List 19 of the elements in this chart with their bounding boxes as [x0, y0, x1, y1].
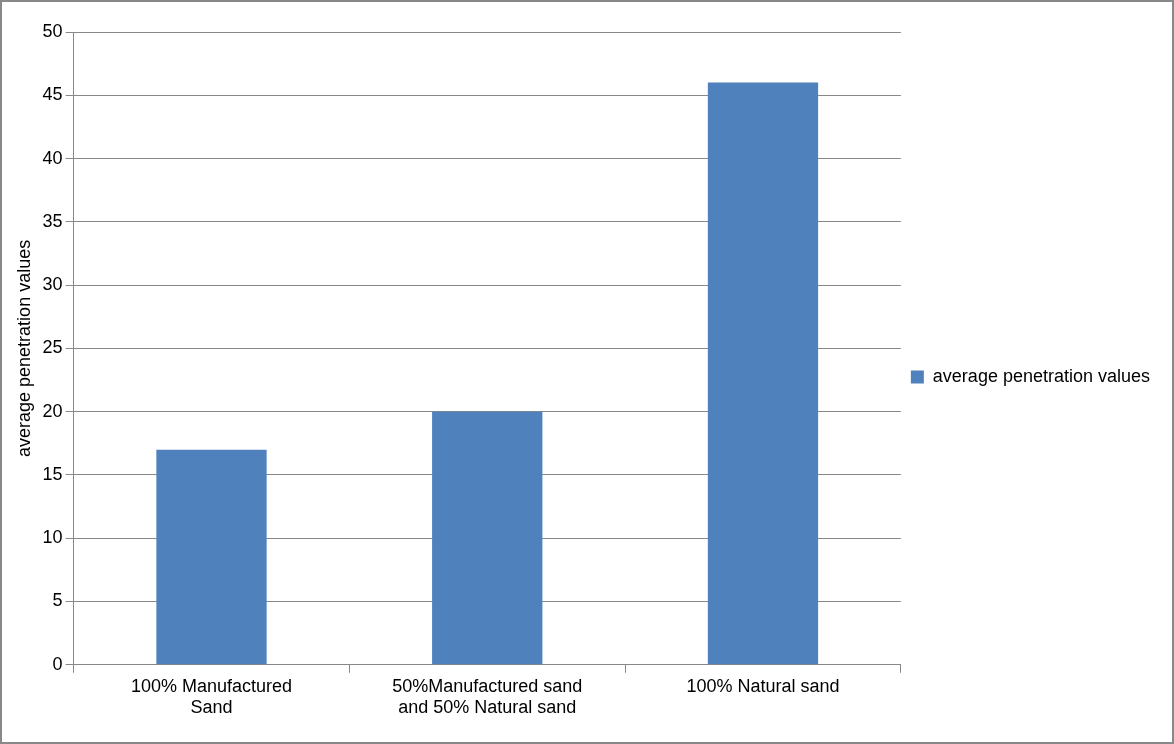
bar — [156, 449, 267, 665]
y-tick-label: 20 — [42, 400, 63, 421]
y-tick-label: 0 — [52, 653, 63, 674]
x-tick-label: 100% Natural sand — [686, 675, 840, 696]
y-tick-label: 25 — [42, 337, 63, 358]
x-tick-label: 100% Manufactured Sand — [130, 675, 293, 718]
y-tick-label: 5 — [52, 590, 63, 611]
y-tick-label: 50 — [42, 20, 63, 41]
x-tick-label: 50%Manufactured sand and 50% Natural sand — [392, 675, 583, 718]
y-tick-label: 40 — [42, 147, 63, 168]
y-axis-title: average penetration values — [13, 239, 34, 457]
y-tick-label: 35 — [42, 210, 63, 231]
bar — [432, 411, 543, 665]
y-tick-label: 30 — [42, 274, 63, 295]
legend-label: average penetration values — [932, 365, 1150, 386]
y-tick-label: 10 — [42, 527, 63, 548]
y-tick-label: 45 — [42, 84, 63, 105]
bar — [707, 82, 819, 665]
y-tick-label: 15 — [42, 463, 63, 484]
